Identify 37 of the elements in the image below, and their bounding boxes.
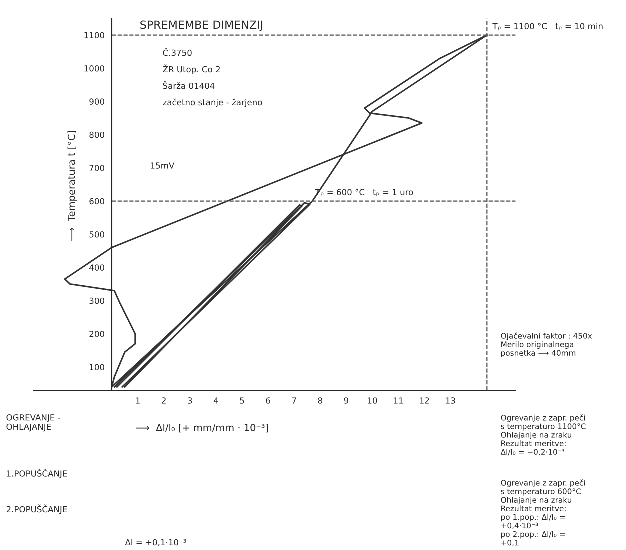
text: 2.POPUŠČANJE <box>6 504 68 514</box>
x-tick-label: 12 <box>420 398 430 404</box>
annotation: Č.3750 <box>163 48 192 56</box>
x-tick-label: 5 <box>240 398 244 404</box>
x-tick-label: 8 <box>318 398 322 404</box>
annotation: ŽR Utop. Co 2 <box>163 64 220 74</box>
y-tick-label: 600 <box>90 198 104 205</box>
x-tick-label: 10 <box>368 398 378 404</box>
x-tick-label: 13 <box>446 398 456 404</box>
y-tick-label: 1000 <box>84 65 104 72</box>
y-tick-label: 100 <box>90 364 104 371</box>
y-tick-label: 500 <box>90 231 104 238</box>
x-axis-title: ⟶ Δl/l₀ [+ mm/mm · 10⁻³] <box>136 424 268 433</box>
x-tick-label: 3 <box>188 398 192 404</box>
y-axis-title: ⟶ Temperatura t [°C] <box>68 131 78 242</box>
x-tick-label: 11 <box>394 398 404 404</box>
y-tick-label: 1100 <box>84 32 104 39</box>
annotation: začetno stanje - žarjeno <box>163 98 262 108</box>
x-tick-label: 9 <box>344 398 349 404</box>
annotation: Šarža 01404 <box>163 81 215 90</box>
text: Δl = +0,1·10⁻³ <box>125 539 186 546</box>
y-tick-label: 900 <box>90 98 104 105</box>
y-tick-label: 800 <box>90 132 104 138</box>
y-tick-label: 300 <box>90 298 104 304</box>
y-tick-label: 200 <box>90 331 104 338</box>
annotation: Tₚ = 1100 °C tₚ = 10 min <box>492 23 603 30</box>
y-tick-label: 700 <box>90 165 104 172</box>
annotation: 15mV <box>151 162 175 169</box>
x-tick-label: 4 <box>214 398 218 404</box>
chart-title: SPREMEMBE DIMENZIJ <box>140 20 263 32</box>
text: OGREVANJE - OHLAJANJE <box>6 414 60 432</box>
x-tick-label: 2 <box>162 398 166 404</box>
y-tick-label: 400 <box>90 264 104 271</box>
x-tick-label: 6 <box>266 398 270 404</box>
text: 1.POPUŠČANJE <box>7 469 68 478</box>
x-tick-label: 7 <box>292 398 296 404</box>
x-tick-label: 1 <box>136 398 140 404</box>
